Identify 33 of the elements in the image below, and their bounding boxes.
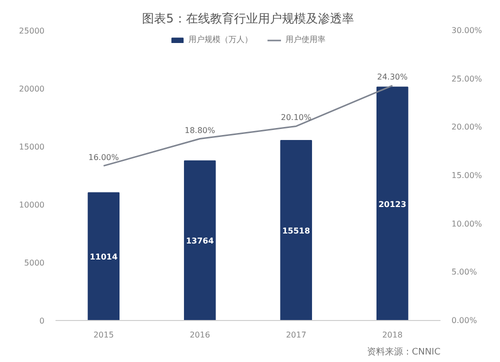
bar xyxy=(280,140,312,320)
y-tick-label: 0 xyxy=(39,316,45,326)
data-label: 13764 xyxy=(186,236,214,246)
data-label: 15518 xyxy=(282,226,310,236)
data-label: 20.10% xyxy=(280,113,312,122)
y2-tick-label: 10.00% xyxy=(452,219,482,228)
data-label: 24.30% xyxy=(377,72,408,82)
y2-tick-label: 5.00% xyxy=(452,268,478,277)
text: 资料来源：CNNIC xyxy=(366,346,440,358)
chart-title: 图表5：在线教育行业用户规模及渗透率 xyxy=(142,12,354,26)
legend-label: 用户使用率 xyxy=(286,34,326,45)
bar xyxy=(376,86,408,320)
y-tick-label: 15000 xyxy=(19,142,45,152)
y2-tick-label: 0.00% xyxy=(452,316,478,325)
y-tick-label: 25000 xyxy=(19,26,45,36)
x-tick-label: 2015 xyxy=(93,330,114,340)
x-tick-label: 2016 xyxy=(190,330,210,340)
y2-tick-label: 25.00% xyxy=(452,74,482,84)
data-label: 16.00% xyxy=(88,152,120,162)
y-tick-label: 10000 xyxy=(19,200,45,210)
data-label: 11014 xyxy=(90,252,118,262)
y2-tick-label: 15.00% xyxy=(452,171,482,180)
data-label: 20123 xyxy=(378,200,406,209)
y-tick-label: 5000 xyxy=(24,258,44,268)
bar xyxy=(184,160,216,320)
bar xyxy=(88,192,120,320)
x-tick-label: 2017 xyxy=(286,330,306,340)
y-tick-label: 20000 xyxy=(19,84,45,94)
x-tick-label: 2018 xyxy=(382,330,403,340)
legend-label: 用户规模（万人） xyxy=(188,34,252,45)
y2-tick-label: 20.00% xyxy=(452,122,482,132)
data-label: 18.80% xyxy=(184,126,216,135)
y2-tick-label: 30.00% xyxy=(452,26,482,35)
